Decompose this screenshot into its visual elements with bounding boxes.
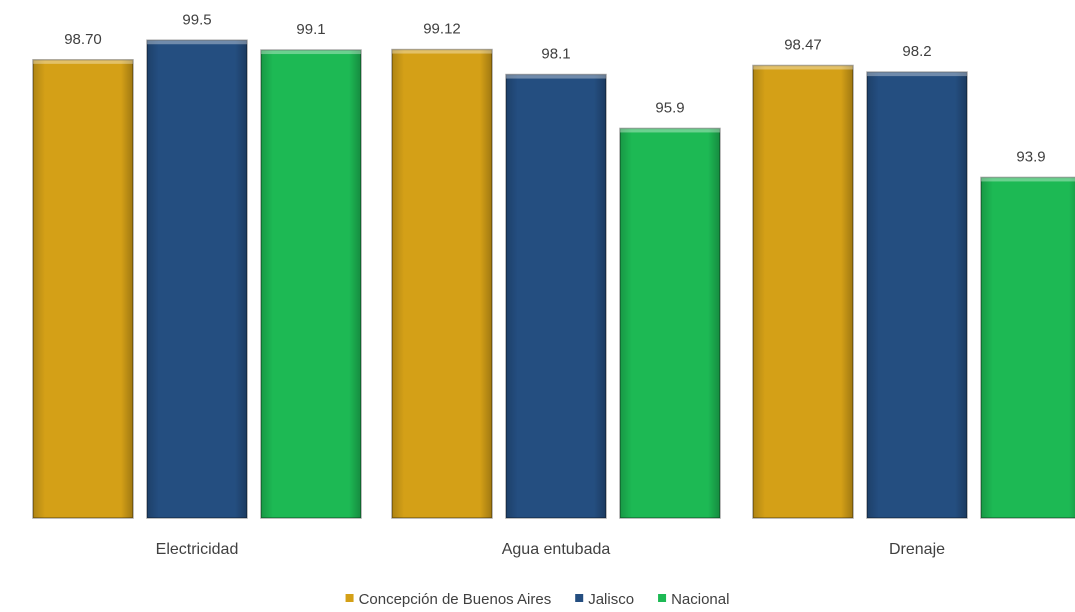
- bar-top-highlight-agua-entubada-nacional: [620, 128, 720, 133]
- bar-shading-agua-entubada-jalisco: [506, 74, 606, 519]
- category-label-drenaje: Drenaje: [889, 541, 945, 558]
- category-label-agua-entubada: Agua entubada: [502, 541, 611, 558]
- bar-shading-electricidad-concepcion-de-buenos-aires: [33, 59, 133, 518]
- bar-top-highlight-electricidad-jalisco: [147, 40, 247, 45]
- legend-item-nacional: Nacional: [658, 591, 729, 608]
- bar-shading-drenaje-jalisco: [867, 72, 967, 518]
- category-axis: Electricidad Agua entubada Drenaje: [156, 541, 945, 558]
- bar-top-highlight-electricidad-concepcion-de-buenos-aires: [33, 59, 133, 64]
- bar-shading-electricidad-nacional: [261, 50, 361, 519]
- value-label-drenaje-nacional: 93.9: [1016, 148, 1045, 165]
- bar-top-highlight-agua-entubada-concepcion-de-buenos-aires: [392, 49, 492, 54]
- bar-shading-agua-entubada-concepcion-de-buenos-aires: [392, 49, 492, 519]
- legend-label-jalisco: Jalisco: [588, 591, 634, 608]
- bar-top-highlight-electricidad-nacional: [261, 50, 361, 55]
- bar-top-highlight-drenaje-concepcion-de-buenos-aires: [753, 65, 853, 70]
- bar-top-highlight-drenaje-nacional: [981, 177, 1075, 182]
- value-label-drenaje-jalisco: 98.2: [902, 43, 931, 60]
- bars-layer: [32, 39, 1075, 519]
- legend: Concepción de Buenos Aires Jalisco Naciona…: [345, 591, 729, 608]
- bar-top-highlight-agua-entubada-jalisco: [506, 74, 606, 79]
- legend-swatch-concepcion-de-buenos-aires: [345, 594, 354, 602]
- legend-swatch-nacional: [658, 594, 667, 602]
- legend-swatch-jalisco: [575, 594, 584, 602]
- value-label-agua-entubada-nacional: 95.9: [655, 99, 684, 116]
- value-label-electricidad-jalisco: 99.5: [182, 11, 211, 28]
- bar-shading-electricidad-jalisco: [147, 40, 247, 518]
- legend-item-jalisco: Jalisco: [575, 591, 634, 608]
- value-label-electricidad-nacional: 99.1: [296, 21, 325, 38]
- legend-label-concepcion-de-buenos-aires: Concepción de Buenos Aires: [359, 591, 552, 608]
- value-label-electricidad-concepcion-de-buenos-aires: 98.70: [64, 31, 102, 48]
- legend-item-concepcion-de-buenos-aires: Concepción de Buenos Aires: [345, 591, 552, 608]
- bar-shading-drenaje-concepcion-de-buenos-aires: [753, 65, 853, 519]
- value-label-agua-entubada-jalisco: 98.1: [541, 46, 570, 63]
- value-label-drenaje-concepcion-de-buenos-aires: 98.47: [784, 36, 822, 53]
- category-label-electricidad: Electricidad: [156, 541, 239, 558]
- legend-label-nacional: Nacional: [671, 591, 729, 608]
- bar-top-highlight-drenaje-jalisco: [867, 72, 967, 77]
- value-label-agua-entubada-concepcion-de-buenos-aires: 99.12: [423, 21, 461, 38]
- value-labels-layer: 98.70 99.5 99.1 99.12 98.1 95.9 98.47 98.2 93.9: [64, 11, 1045, 165]
- bar-shading-drenaje-nacional: [981, 177, 1075, 518]
- bar-shading-agua-entubada-nacional: [620, 128, 720, 518]
